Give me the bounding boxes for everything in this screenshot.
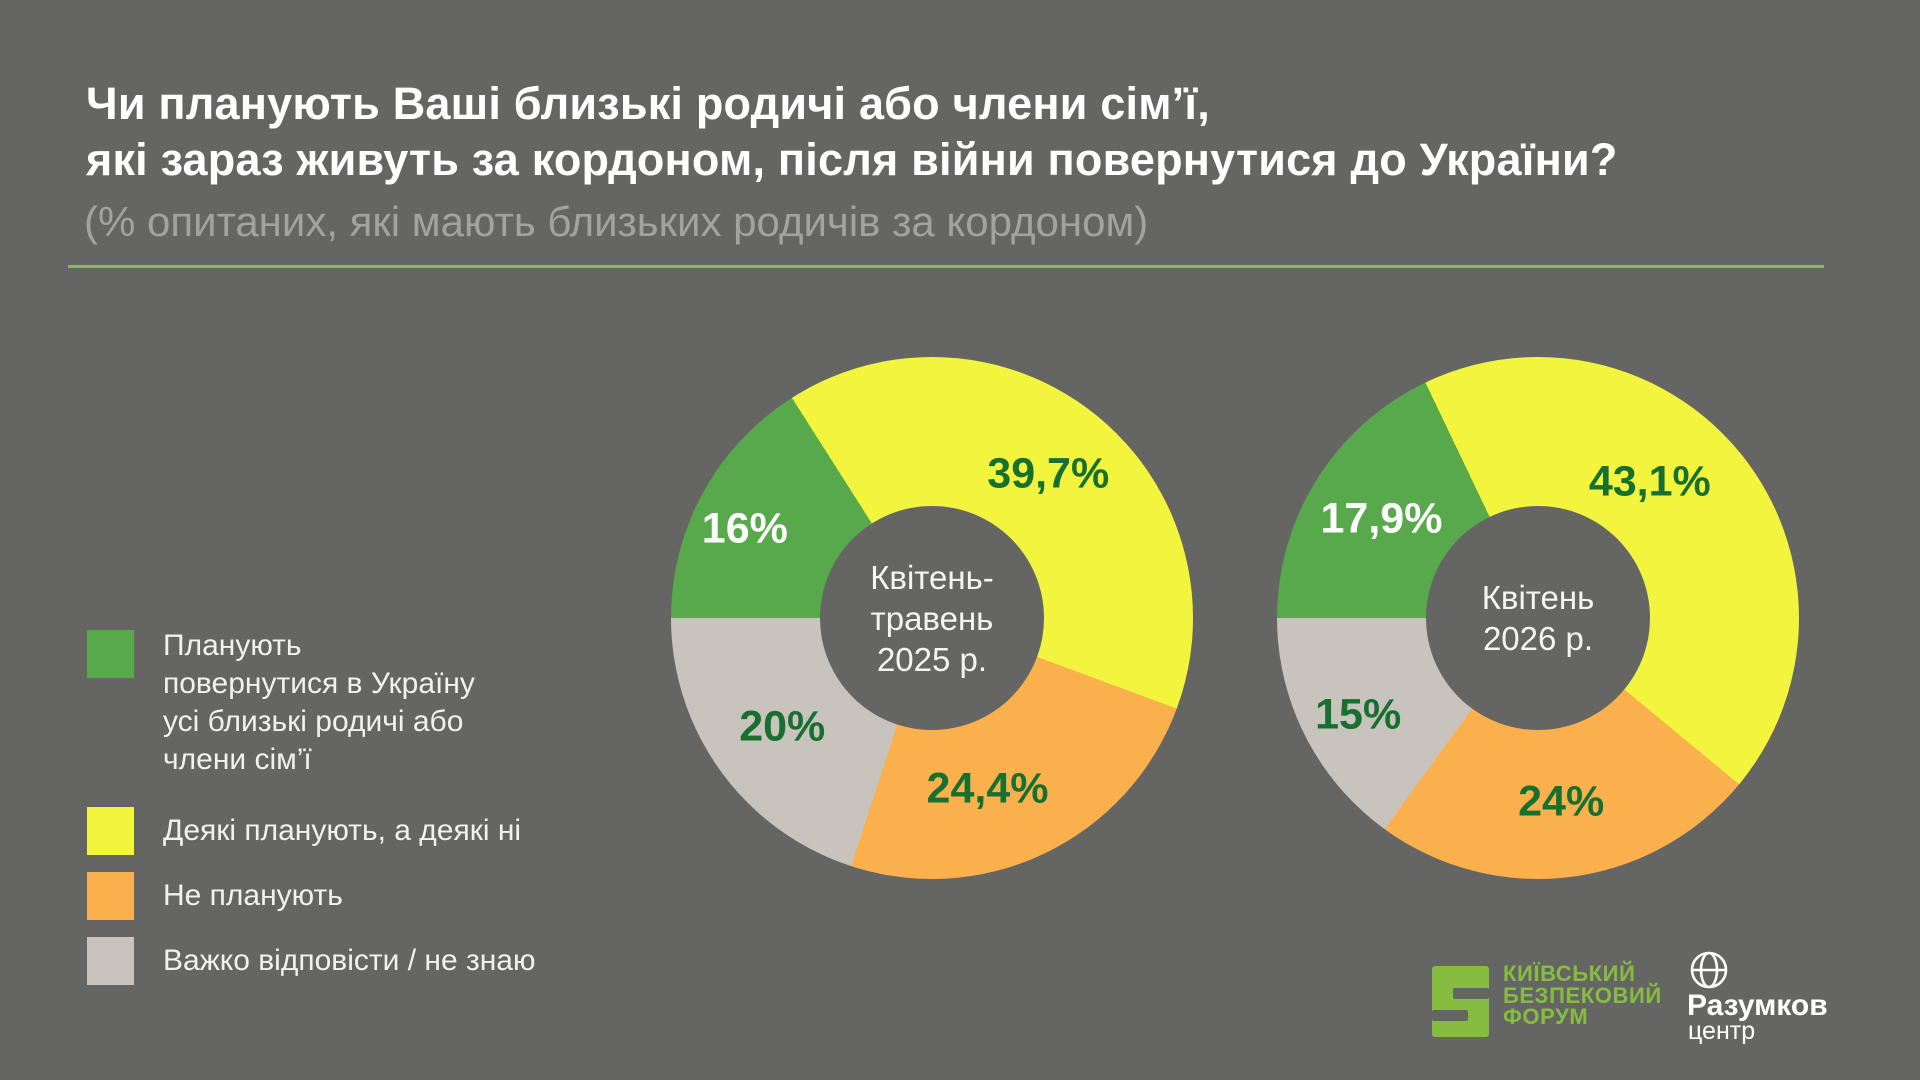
- donut-center-label: Квітень- травень 2025 р.: [870, 558, 994, 678]
- legend-label: Деякі планують, а деякі ні: [163, 814, 522, 847]
- razumkov-logo-sub: центр: [1688, 1017, 1756, 1045]
- donut-center-label: Квітень 2026 р.: [1481, 579, 1595, 657]
- slice-label-donut-2025-0: 16%: [701, 504, 788, 553]
- slice-label-donut-2026-3: 15%: [1315, 690, 1402, 739]
- page-title: Чи планують Ваші близькі родичі або член…: [86, 76, 1618, 188]
- title-line-2: які зараз живуть за кордоном, після війн…: [86, 134, 1618, 185]
- legend-label: Не планують: [163, 879, 343, 912]
- donut-hole: Квітень 2026 р.: [1426, 506, 1650, 730]
- kbf-logo-text: Київський безпековий форум: [1503, 961, 1662, 1029]
- slice-label-donut-2026-1: 43,1%: [1588, 457, 1711, 506]
- globe-icon: [1690, 951, 1728, 989]
- donut-hole: Квітень- травень 2025 р.: [820, 506, 1044, 730]
- legend-label: Планують повернутися в Україну усі близь…: [163, 629, 475, 776]
- page-subtitle: (% опитаних, які мають близьких родичів …: [84, 198, 1149, 245]
- title-line-1: Чи планують Ваші близькі родичі або член…: [86, 78, 1210, 129]
- legend-item-1: Деякі планують, а деякі ні: [87, 807, 521, 855]
- razumkov-logo-name: Разумков: [1687, 989, 1828, 1022]
- legend-swatch-icon: [87, 807, 134, 855]
- legend-item-2: Не планують: [87, 872, 343, 920]
- kbf-logo-icon: [1432, 966, 1489, 1037]
- slice-label-donut-2025-2: 24,4%: [926, 764, 1049, 813]
- slice-label-donut-2026-0: 17,9%: [1320, 494, 1443, 543]
- legend-swatch-icon: [87, 872, 134, 920]
- legend-label: Важко відповісти / не знаю: [163, 944, 536, 977]
- slice-label-donut-2026-2: 24%: [1518, 777, 1605, 826]
- donut-chart-2025: 16% 39,7% 24,4% 20% Квітень- травень 2025 р.: [671, 357, 1193, 879]
- legend-item-3: Важко відповісти / не знаю: [87, 937, 535, 985]
- slice-label-donut-2025-3: 20%: [739, 702, 826, 751]
- donut-chart-2026: 17,9% 43,1% 24% 15% Квітень 2026 р.: [1277, 357, 1799, 879]
- legend-swatch-icon: [87, 937, 134, 985]
- divider-line: [68, 265, 1824, 268]
- legend-swatch-icon: [87, 630, 134, 678]
- slice-label-donut-2025-1: 39,7%: [987, 449, 1110, 498]
- legend-item-0: Планують повернутися в Україну усі близь…: [87, 629, 475, 779]
